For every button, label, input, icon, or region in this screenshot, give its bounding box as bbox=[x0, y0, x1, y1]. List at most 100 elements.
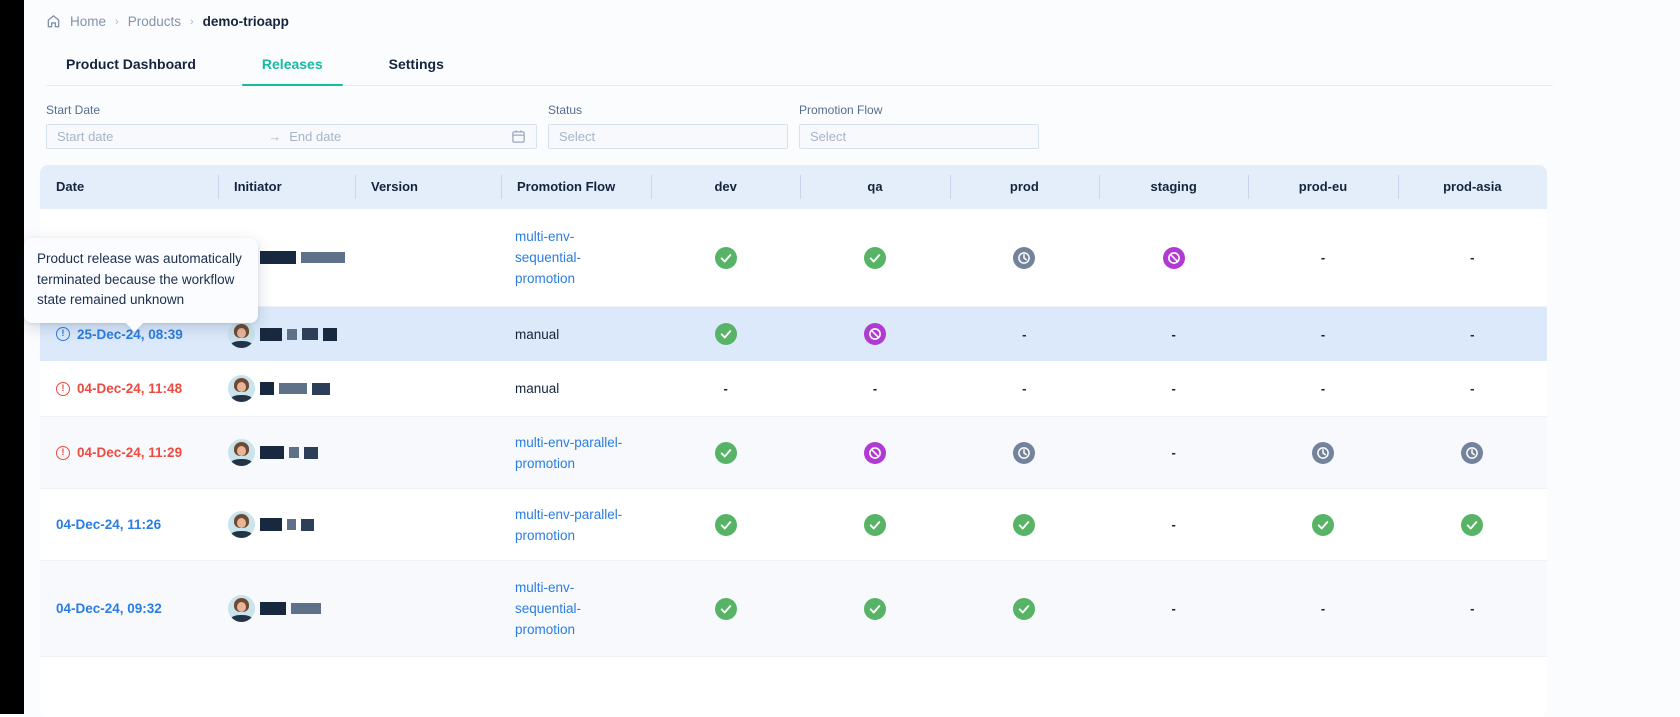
release-date-cell[interactable]: ! 04-Dec-24, 11:29 bbox=[40, 445, 218, 460]
env-status-cell-prod-eu: - bbox=[1248, 250, 1397, 265]
status-pending-icon[interactable] bbox=[1013, 246, 1036, 269]
env-status-cell-qa: - bbox=[800, 381, 949, 396]
start-date-placeholder[interactable]: Start date bbox=[57, 129, 114, 144]
status-success-icon[interactable] bbox=[863, 513, 886, 536]
promotion-flow-cell[interactable]: multi-env- sequential- promotion bbox=[515, 580, 582, 637]
status-success-icon[interactable] bbox=[863, 597, 886, 620]
redacted-name-block bbox=[289, 447, 299, 458]
redacted-name-block bbox=[287, 328, 297, 340]
release-date-link[interactable]: 04-Dec-24, 11:26 bbox=[56, 517, 162, 532]
info-icon: ! bbox=[56, 327, 70, 341]
env-status-cell-dev bbox=[651, 597, 800, 620]
release-date-cell[interactable]: ! 04-Dec-24, 11:48 bbox=[40, 381, 218, 396]
breadcrumb-home[interactable]: Home bbox=[70, 14, 107, 29]
breadcrumb-separator: › bbox=[189, 15, 194, 28]
env-status-cell-dev bbox=[651, 513, 800, 536]
promotion-flow-cell: manual bbox=[515, 326, 560, 342]
env-status-cell-staging: - bbox=[1099, 381, 1248, 396]
end-date-placeholder[interactable]: End date bbox=[289, 129, 342, 144]
breadcrumb-separator: › bbox=[115, 15, 119, 28]
avatar-shirt bbox=[231, 395, 252, 402]
redacted-name-block bbox=[260, 327, 282, 341]
redacted-name-block bbox=[260, 251, 296, 264]
column-header-staging[interactable]: staging bbox=[1098, 175, 1248, 199]
no-status-dash: - bbox=[1171, 326, 1176, 342]
tab-product-dashboard[interactable]: Product Dashboard bbox=[66, 56, 196, 72]
avatar bbox=[228, 320, 255, 348]
no-status-dash: - bbox=[872, 381, 878, 396]
status-blocked-icon[interactable] bbox=[1162, 246, 1185, 269]
status-blocked-icon[interactable] bbox=[863, 441, 886, 464]
env-status-cell-staging: - bbox=[1099, 327, 1248, 342]
release-date-link[interactable]: 25-Dec-24, 08:39 bbox=[77, 326, 183, 342]
release-date-link[interactable]: 04-Dec-24, 09:32 bbox=[56, 601, 162, 616]
status-pending-icon[interactable] bbox=[1311, 441, 1334, 464]
release-date-cell[interactable]: ! 25-Dec-24, 08:39 bbox=[40, 327, 218, 342]
redacted-name-block bbox=[301, 518, 314, 531]
promotion-flow-cell[interactable]: multi-env- sequential- promotion bbox=[515, 229, 582, 286]
status-select[interactable]: Select bbox=[548, 124, 788, 149]
no-status-dash: - bbox=[1320, 601, 1326, 616]
column-header-prod-eu[interactable]: prod-eu bbox=[1248, 175, 1397, 199]
column-header-dev[interactable]: dev bbox=[651, 175, 800, 199]
filter-status: Status Select bbox=[548, 103, 788, 149]
status-success-icon[interactable] bbox=[714, 513, 737, 536]
column-header-date[interactable]: Date bbox=[56, 179, 85, 194]
release-date-cell[interactable]: 04-Dec-24, 09:32 bbox=[40, 601, 218, 616]
redacted-name-block bbox=[291, 603, 321, 614]
no-status-dash: - bbox=[1320, 326, 1326, 342]
env-status-cell-staging: - bbox=[1099, 517, 1248, 532]
breadcrumb-current-product: demo-trioapp bbox=[202, 14, 289, 29]
column-header-prod-asia[interactable]: prod-asia bbox=[1397, 175, 1547, 199]
window-edge-bar bbox=[0, 0, 24, 714]
status-success-icon[interactable] bbox=[714, 246, 737, 269]
status-success-icon[interactable] bbox=[1013, 513, 1036, 536]
breadcrumb-products[interactable]: Products bbox=[127, 14, 181, 29]
env-status-cell-qa bbox=[800, 597, 949, 620]
column-header-prod[interactable]: prod bbox=[949, 175, 1099, 199]
status-success-icon[interactable] bbox=[1461, 513, 1484, 536]
promotion-flow-select[interactable]: Select bbox=[799, 124, 1039, 149]
env-status-cell-prod bbox=[950, 246, 1099, 269]
initiator-cell bbox=[218, 511, 355, 538]
promotion-flow-cell[interactable]: multi-env-parallel- promotion bbox=[515, 506, 623, 543]
home-icon[interactable] bbox=[46, 14, 61, 29]
env-status-cell-prod-asia: - bbox=[1398, 327, 1547, 342]
redacted-name-block bbox=[260, 446, 284, 459]
no-status-dash: - bbox=[1171, 517, 1176, 532]
env-status-cell-prod-eu bbox=[1248, 441, 1397, 464]
status-success-icon[interactable] bbox=[714, 441, 737, 464]
status-success-icon[interactable] bbox=[714, 597, 737, 620]
avatar-face bbox=[237, 518, 246, 528]
avatar-shirt bbox=[231, 459, 252, 466]
status-success-icon[interactable] bbox=[1013, 597, 1036, 620]
table-body: multi-env- sequential- promotion - -! 25-De… bbox=[40, 209, 1547, 657]
status-success-icon[interactable] bbox=[1311, 513, 1334, 536]
status-success-icon[interactable] bbox=[863, 246, 886, 269]
column-header-initiator[interactable]: Initiator bbox=[218, 175, 355, 199]
release-date-link[interactable]: 04-Dec-24, 11:48 bbox=[77, 381, 183, 396]
tab-releases[interactable]: Releases bbox=[241, 45, 343, 86]
tab-settings[interactable]: Settings bbox=[388, 56, 444, 72]
status-success-icon[interactable] bbox=[714, 323, 737, 345]
table-row: ! 25-Dec-24, 08:39 manual - - - - bbox=[40, 307, 1547, 361]
status-pending-icon[interactable] bbox=[1013, 441, 1036, 464]
table-row: multi-env- sequential- promotion - - bbox=[40, 209, 1547, 307]
column-header-promotion-flow[interactable]: Promotion Flow bbox=[501, 175, 651, 199]
no-status-dash: - bbox=[1320, 250, 1326, 265]
status-blocked-icon[interactable] bbox=[863, 323, 886, 345]
avatar-face bbox=[237, 446, 246, 456]
env-status-cell-prod: - bbox=[950, 327, 1099, 342]
redacted-name-block bbox=[260, 518, 282, 531]
release-date-cell[interactable]: 04-Dec-24, 11:26 bbox=[40, 517, 218, 532]
column-header-version[interactable]: Version bbox=[355, 175, 501, 199]
date-range-input[interactable]: Start date → End date bbox=[46, 124, 537, 149]
status-pending-icon[interactable] bbox=[1461, 441, 1484, 464]
release-date-link[interactable]: 04-Dec-24, 11:29 bbox=[77, 445, 183, 460]
redacted-name-block bbox=[304, 446, 318, 459]
calendar-icon[interactable] bbox=[511, 129, 526, 144]
column-header-qa[interactable]: qa bbox=[800, 175, 949, 199]
promotion-flow-cell[interactable]: multi-env-parallel- promotion bbox=[515, 434, 623, 471]
env-status-cell-prod-asia: - bbox=[1398, 250, 1547, 265]
avatar-shirt bbox=[231, 340, 252, 348]
